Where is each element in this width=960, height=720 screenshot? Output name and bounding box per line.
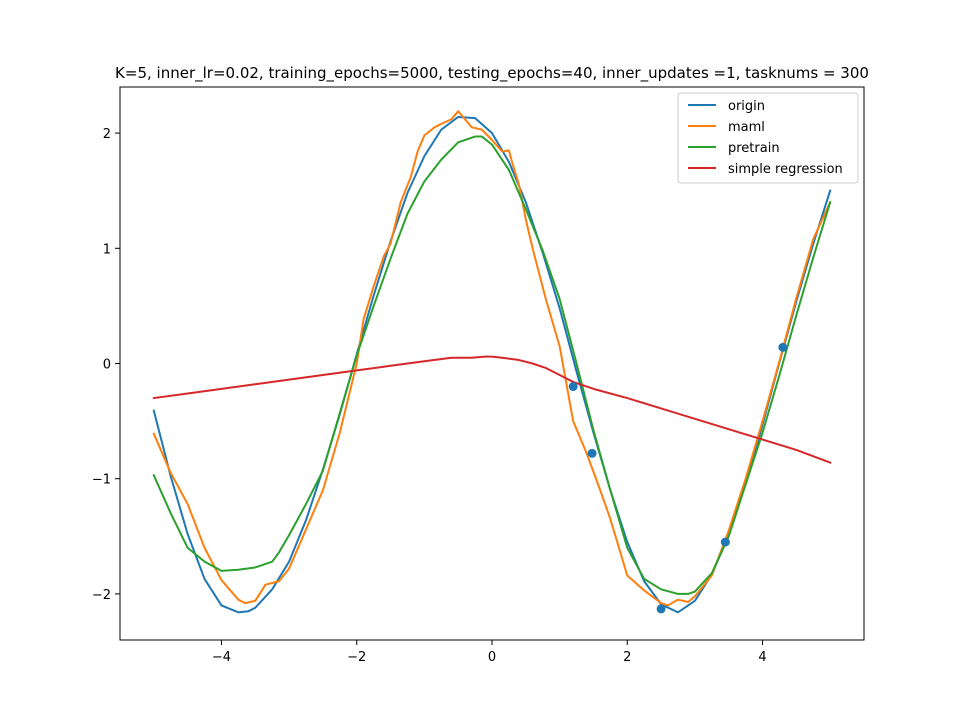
sample-point-5 bbox=[778, 342, 788, 352]
legend-label-pretrain: pretrain bbox=[728, 141, 780, 156]
x-tick-label: −2 bbox=[347, 650, 366, 665]
x-tick-label: 2 bbox=[623, 650, 631, 665]
series-line-maml bbox=[152, 110, 832, 607]
y-tick-label: −1 bbox=[92, 473, 111, 488]
legend: origin maml pretrain simple regression bbox=[677, 92, 859, 184]
legend-box bbox=[677, 92, 859, 184]
legend-label-maml: maml bbox=[728, 120, 765, 135]
x-tick-label: −4 bbox=[212, 650, 231, 665]
y-tick-label: 1 bbox=[103, 242, 111, 257]
sample-point-1 bbox=[568, 382, 578, 392]
series-line-simple-regression bbox=[152, 355, 832, 464]
sample-point-4 bbox=[720, 537, 730, 547]
chart-title: K=5, inner_lr=0.02, training_epochs=5000… bbox=[115, 64, 869, 83]
x-tick-label: 4 bbox=[758, 650, 766, 665]
axis-ticks: −4 −2 0 2 4 −2 −1 0 1 2 bbox=[92, 127, 767, 665]
sample-point-2 bbox=[587, 448, 597, 458]
y-tick-label: 2 bbox=[103, 127, 111, 142]
legend-label-simple-regression: simple regression bbox=[728, 162, 843, 177]
series-line-pretrain bbox=[152, 135, 832, 595]
legend-label-origin: origin bbox=[728, 99, 765, 114]
y-tick-label: −2 bbox=[92, 588, 111, 603]
y-tick-label: 0 bbox=[103, 358, 111, 373]
sample-point-3 bbox=[656, 604, 666, 614]
x-tick-label: 0 bbox=[488, 650, 496, 665]
